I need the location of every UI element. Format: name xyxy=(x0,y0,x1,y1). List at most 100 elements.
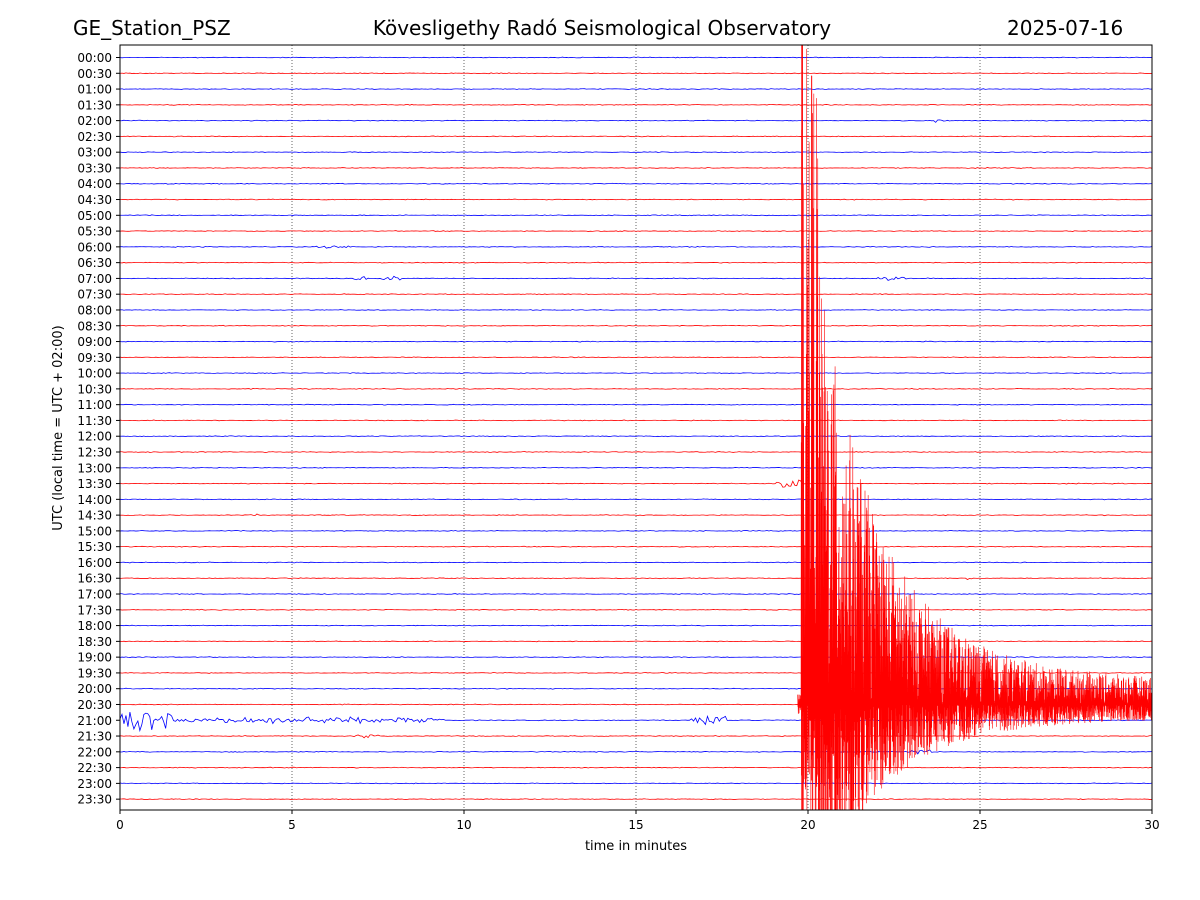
y-tick-label: 03:30 xyxy=(77,161,112,175)
y-tick-label: 07:00 xyxy=(77,272,112,286)
y-tick-label: 10:00 xyxy=(77,367,112,381)
y-tick-label: 22:30 xyxy=(77,761,112,775)
trace-1730 xyxy=(120,608,1152,611)
trace-0800 xyxy=(120,309,1152,311)
earthquake-coda xyxy=(797,48,1152,810)
trace-1000 xyxy=(120,372,1152,375)
trace-0600 xyxy=(120,245,1152,249)
trace-0000 xyxy=(120,56,1152,59)
y-tick-label: 14:30 xyxy=(77,509,112,523)
y-tick-label: 13:30 xyxy=(77,477,112,491)
y-tick-label: 23:00 xyxy=(77,777,112,791)
trace-1830 xyxy=(120,640,1152,643)
trace-0430 xyxy=(120,198,1152,201)
trace-1800 xyxy=(120,624,1152,627)
y-tick-label: 18:00 xyxy=(77,619,112,633)
y-tick-label: 23:30 xyxy=(77,793,112,807)
x-tick-label: 30 xyxy=(1144,818,1159,832)
trace-0030 xyxy=(120,72,1152,75)
y-tick-label: 11:30 xyxy=(77,414,112,428)
trace-1200 xyxy=(120,435,1152,438)
trace-1500 xyxy=(120,530,1152,532)
trace-0200 xyxy=(120,119,1152,123)
y-tick-label: 02:30 xyxy=(77,130,112,144)
date-label: 2025-07-16 xyxy=(1007,16,1124,40)
x-tick-label: 0 xyxy=(116,818,124,832)
y-tick-label: 21:30 xyxy=(77,730,112,744)
y-tick-label: 04:30 xyxy=(77,193,112,207)
trace-group xyxy=(120,56,1152,801)
x-axis-label: time in minutes xyxy=(585,839,687,854)
y-tick-label: 10:30 xyxy=(77,382,112,396)
y-tick-label: 09:00 xyxy=(77,335,112,349)
chart-title: Kövesligethy Radó Seismological Observat… xyxy=(372,16,832,40)
y-tick-label: 16:30 xyxy=(77,572,112,586)
trace-1600 xyxy=(120,561,1152,564)
trace-1700 xyxy=(120,593,1152,595)
trace-0930 xyxy=(120,356,1152,359)
y-tick-label: 06:30 xyxy=(77,256,112,270)
y-tick-label: 11:00 xyxy=(77,398,112,412)
trace-1230 xyxy=(120,451,1152,453)
trace-0700 xyxy=(120,275,1152,281)
y-tick-label: 03:00 xyxy=(77,146,112,160)
trace-0530 xyxy=(120,230,1152,232)
y-tick-label: 06:00 xyxy=(77,240,112,254)
trace-0130 xyxy=(120,103,1152,106)
trace-1330 xyxy=(120,479,1152,488)
y-tick-label: 00:00 xyxy=(77,51,112,65)
y-tick-label: 02:00 xyxy=(77,114,112,128)
y-tick-label: 08:30 xyxy=(77,319,112,333)
trace-0330 xyxy=(120,167,1152,169)
y-tick-label: 17:30 xyxy=(77,603,112,617)
x-tick-label: 5 xyxy=(288,818,296,832)
trace-1130 xyxy=(120,419,1152,422)
y-tick-label: 05:00 xyxy=(77,209,112,223)
trace-1400 xyxy=(120,498,1152,501)
y-tick-label: 07:30 xyxy=(77,288,112,302)
y-tick-label: 09:30 xyxy=(77,351,112,365)
y-tick-label: 13:00 xyxy=(77,461,112,475)
y-tick-label: 12:30 xyxy=(77,446,112,460)
x-tick-label: 25 xyxy=(972,818,987,832)
trace-2230 xyxy=(120,766,1152,769)
trace-0230 xyxy=(120,135,1152,138)
y-tick-label: 20:00 xyxy=(77,682,112,696)
y-tick-label: 17:00 xyxy=(77,588,112,602)
trace-2130 xyxy=(120,734,1152,739)
y-tick-label: 20:30 xyxy=(77,698,112,712)
trace-0100 xyxy=(120,88,1152,90)
y-tick-label: 22:00 xyxy=(77,745,112,759)
y-tick-label: 01:00 xyxy=(77,83,112,97)
trace-1630 xyxy=(120,577,1152,580)
y-tick-label: 19:30 xyxy=(77,666,112,680)
trace-2200 xyxy=(120,749,1152,755)
y-tick-label: 14:00 xyxy=(77,493,112,507)
y-tick-label: 15:30 xyxy=(77,540,112,554)
y-tick-label: 04:00 xyxy=(77,177,112,191)
trace-1430 xyxy=(120,513,1152,517)
y-tick-label: 19:00 xyxy=(77,651,112,665)
trace-0400 xyxy=(120,182,1152,185)
trace-0900 xyxy=(120,340,1152,343)
y-tick-label: 18:30 xyxy=(77,635,112,649)
trace-0300 xyxy=(120,151,1152,154)
trace-1530 xyxy=(120,545,1152,548)
x-tick-label: 20 xyxy=(800,818,815,832)
trace-1100 xyxy=(120,403,1152,406)
x-tick-label: 15 xyxy=(628,818,643,832)
y-tick-label: 08:00 xyxy=(77,303,112,317)
x-tick-label: 10 xyxy=(456,818,471,832)
station-label: GE_Station_PSZ xyxy=(73,16,231,40)
trace-2300 xyxy=(120,782,1152,785)
trace-1030 xyxy=(120,388,1152,390)
x-axis: 0 5 10 15 20 25 30 xyxy=(116,810,1160,832)
trace-2330 xyxy=(120,798,1152,801)
y-tick-label: 12:00 xyxy=(77,430,112,444)
trace-0500 xyxy=(120,214,1152,217)
trace-1300 xyxy=(120,466,1152,469)
title-row: GE_Station_PSZ Kövesligethy Radó Seismol… xyxy=(0,12,1200,44)
earthquake-trace xyxy=(797,45,1152,810)
